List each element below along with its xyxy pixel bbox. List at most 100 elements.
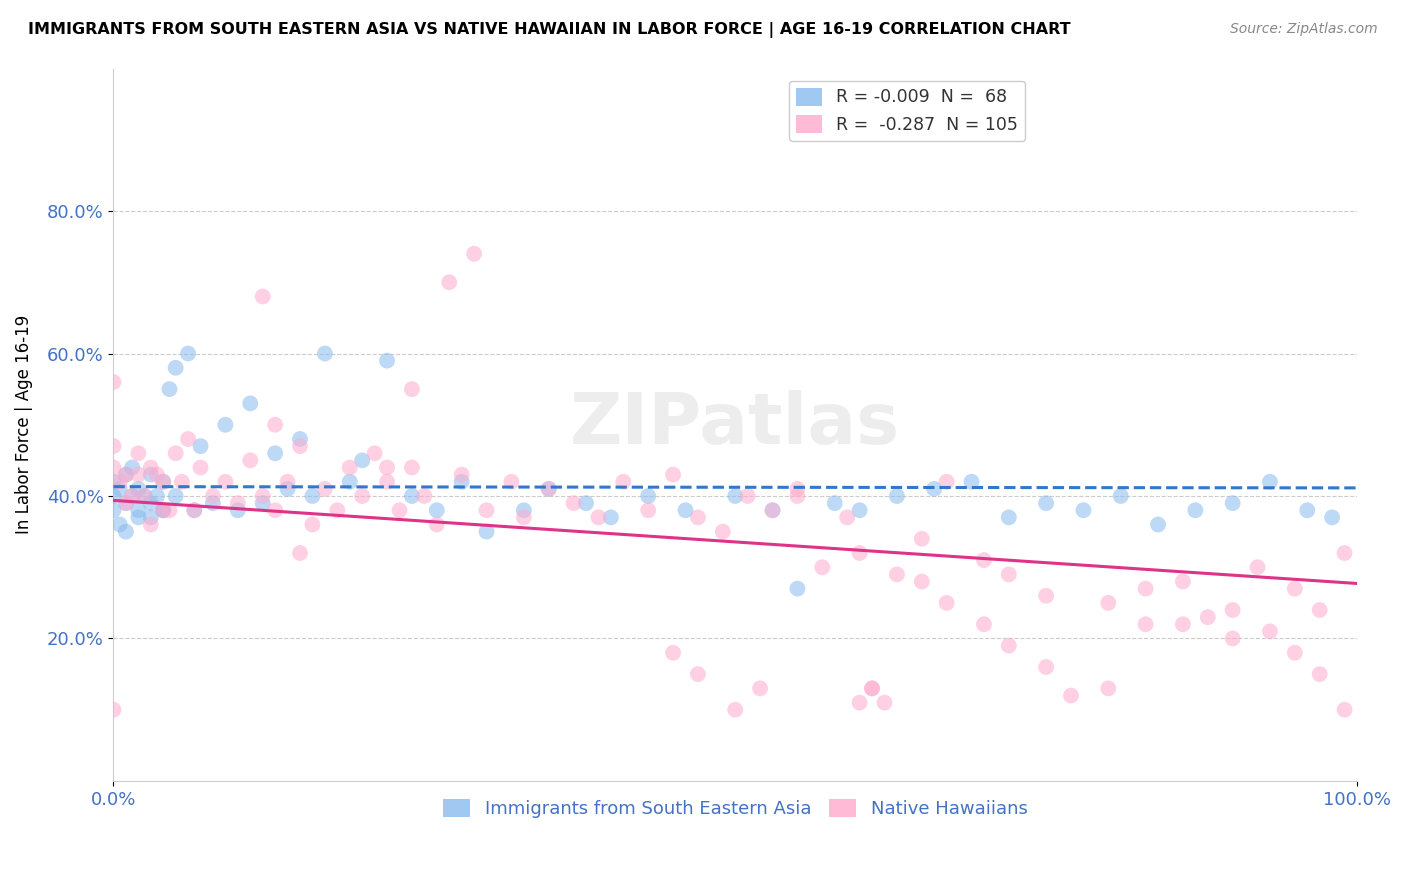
Point bbox=[1309, 603, 1331, 617]
Point bbox=[115, 496, 138, 510]
Point bbox=[252, 496, 274, 510]
Point bbox=[1296, 503, 1319, 517]
Point bbox=[450, 467, 472, 482]
Point bbox=[314, 482, 336, 496]
Point bbox=[190, 460, 212, 475]
Point bbox=[911, 574, 934, 589]
Point bbox=[1135, 617, 1157, 632]
Point bbox=[375, 460, 398, 475]
Point bbox=[103, 489, 125, 503]
Point bbox=[886, 567, 908, 582]
Point bbox=[214, 475, 236, 489]
Point bbox=[288, 546, 311, 560]
Point bbox=[724, 489, 747, 503]
Point bbox=[786, 582, 808, 596]
Point bbox=[1320, 510, 1343, 524]
Point bbox=[264, 446, 287, 460]
Point bbox=[277, 482, 299, 496]
Point bbox=[475, 503, 498, 517]
Point bbox=[811, 560, 834, 574]
Point bbox=[935, 475, 957, 489]
Point bbox=[127, 446, 149, 460]
Point bbox=[152, 503, 174, 517]
Point bbox=[1246, 560, 1268, 574]
Point bbox=[675, 503, 697, 517]
Point bbox=[339, 475, 361, 489]
Point bbox=[170, 475, 193, 489]
Point bbox=[103, 503, 125, 517]
Point bbox=[998, 639, 1021, 653]
Point bbox=[139, 460, 162, 475]
Point bbox=[637, 489, 659, 503]
Point bbox=[973, 617, 995, 632]
Point bbox=[860, 681, 883, 696]
Point bbox=[1222, 632, 1244, 646]
Point bbox=[115, 496, 138, 510]
Point bbox=[288, 439, 311, 453]
Point bbox=[301, 489, 323, 503]
Point bbox=[388, 503, 411, 517]
Legend: Immigrants from South Eastern Asia, Native Hawaiians: Immigrants from South Eastern Asia, Nati… bbox=[436, 791, 1035, 825]
Text: Source: ZipAtlas.com: Source: ZipAtlas.com bbox=[1230, 22, 1378, 37]
Point bbox=[127, 467, 149, 482]
Point bbox=[711, 524, 734, 539]
Point bbox=[537, 482, 560, 496]
Point bbox=[1222, 603, 1244, 617]
Point bbox=[848, 546, 870, 560]
Point bbox=[152, 503, 174, 517]
Point bbox=[108, 475, 131, 489]
Point bbox=[152, 475, 174, 489]
Point bbox=[121, 489, 143, 503]
Point bbox=[288, 432, 311, 446]
Point bbox=[326, 503, 349, 517]
Text: ZIPatlas: ZIPatlas bbox=[571, 391, 900, 459]
Point bbox=[848, 503, 870, 517]
Point bbox=[252, 489, 274, 503]
Point bbox=[413, 489, 436, 503]
Point bbox=[165, 489, 187, 503]
Point bbox=[134, 489, 156, 503]
Point bbox=[1309, 667, 1331, 681]
Point bbox=[761, 503, 783, 517]
Point bbox=[786, 489, 808, 503]
Point bbox=[103, 375, 125, 389]
Point bbox=[1333, 703, 1355, 717]
Point bbox=[1035, 660, 1057, 674]
Point bbox=[911, 532, 934, 546]
Point bbox=[537, 482, 560, 496]
Point bbox=[1171, 617, 1194, 632]
Point bbox=[998, 567, 1021, 582]
Point bbox=[239, 453, 262, 467]
Point bbox=[1284, 646, 1306, 660]
Point bbox=[139, 496, 162, 510]
Point bbox=[786, 482, 808, 496]
Point bbox=[686, 510, 709, 524]
Point bbox=[183, 503, 205, 517]
Text: IMMIGRANTS FROM SOUTH EASTERN ASIA VS NATIVE HAWAIIAN IN LABOR FORCE | AGE 16-19: IMMIGRANTS FROM SOUTH EASTERN ASIA VS NA… bbox=[28, 22, 1071, 38]
Point bbox=[824, 496, 846, 510]
Point bbox=[401, 489, 423, 503]
Point bbox=[339, 460, 361, 475]
Point bbox=[960, 475, 983, 489]
Point bbox=[513, 510, 536, 524]
Point bbox=[973, 553, 995, 567]
Point bbox=[121, 489, 143, 503]
Point bbox=[662, 646, 685, 660]
Point bbox=[1073, 503, 1095, 517]
Point bbox=[115, 524, 138, 539]
Point bbox=[252, 289, 274, 303]
Point bbox=[159, 503, 181, 517]
Point bbox=[177, 432, 200, 446]
Point bbox=[146, 489, 169, 503]
Point bbox=[134, 489, 156, 503]
Point bbox=[127, 510, 149, 524]
Point bbox=[277, 475, 299, 489]
Point bbox=[401, 460, 423, 475]
Point bbox=[463, 246, 485, 260]
Point bbox=[201, 489, 224, 503]
Point bbox=[108, 482, 131, 496]
Point bbox=[152, 475, 174, 489]
Point bbox=[152, 503, 174, 517]
Point bbox=[103, 703, 125, 717]
Point bbox=[1109, 489, 1132, 503]
